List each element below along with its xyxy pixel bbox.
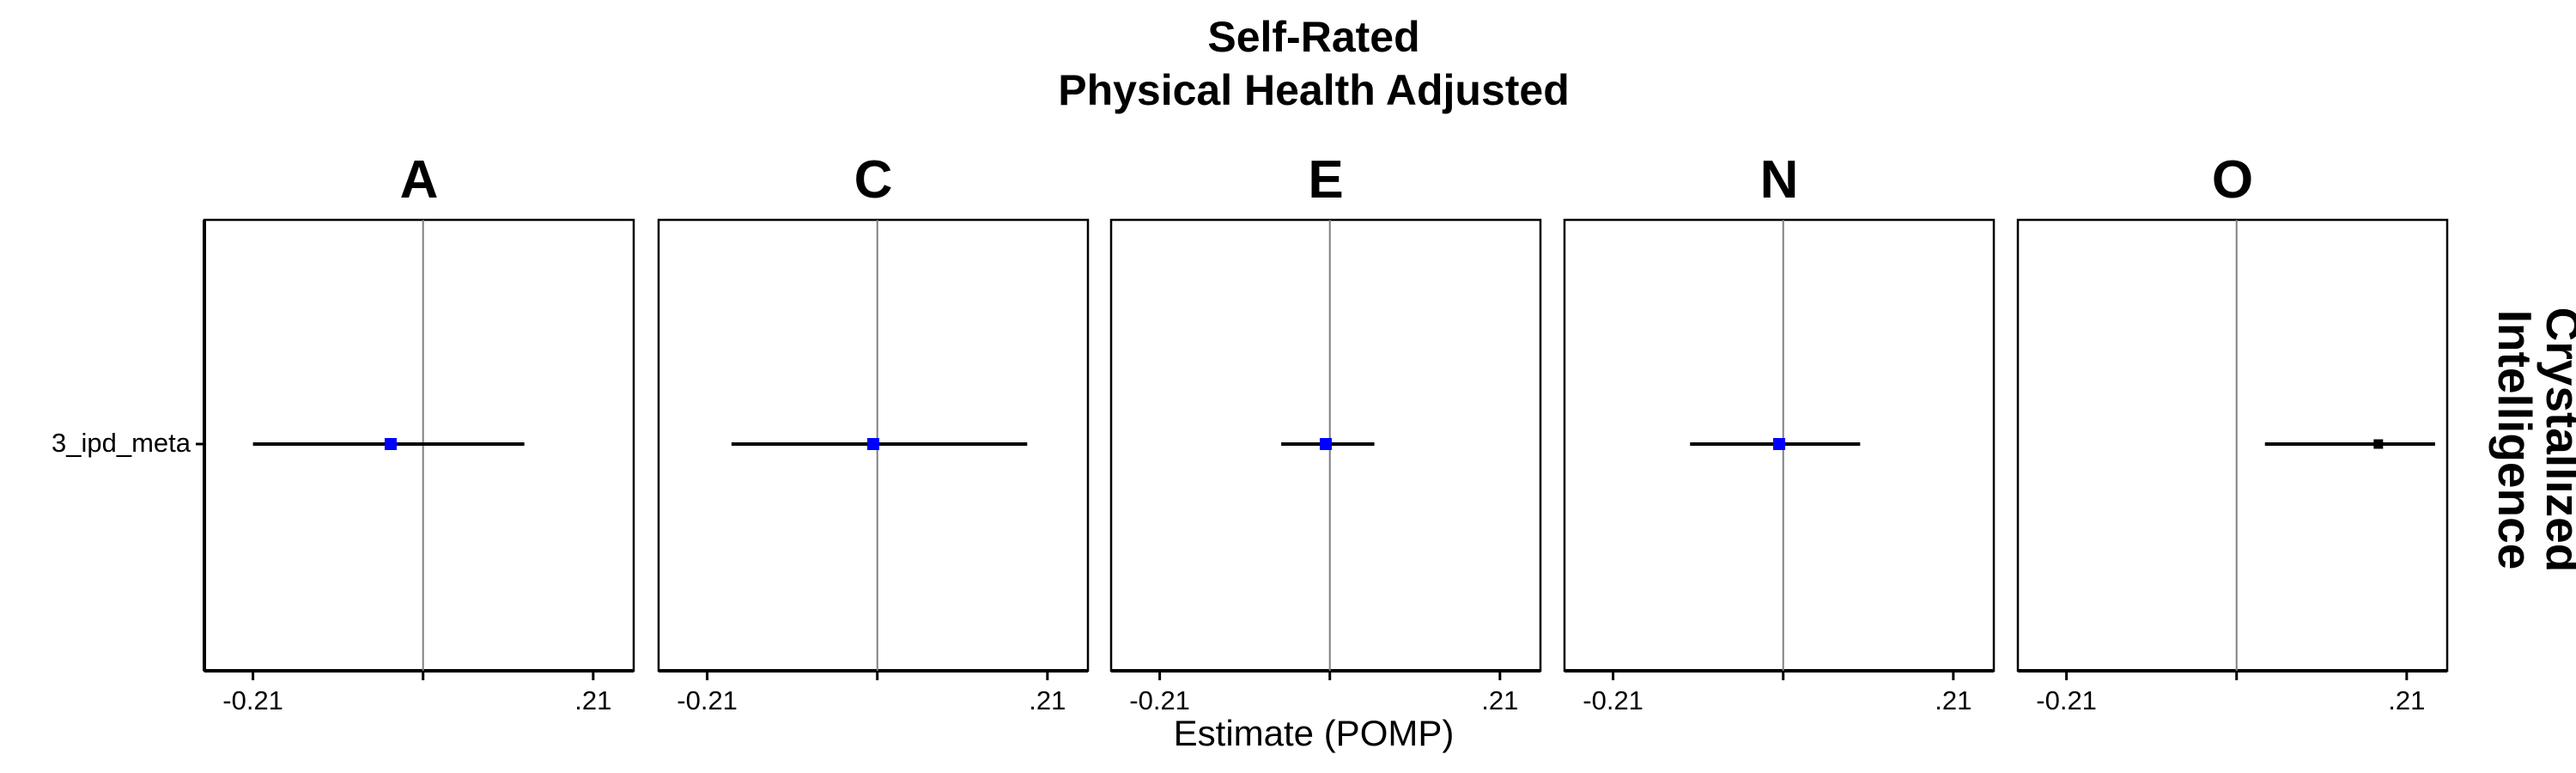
facet-label: O xyxy=(2212,150,2253,210)
x-tick-label: -0.21 xyxy=(222,685,283,715)
row-strip-label-line-2: Intelligence xyxy=(2488,310,2542,570)
x-tick-label: .21 xyxy=(574,685,611,715)
chart-title-line-2: Physical Health Adjusted xyxy=(1058,66,1570,114)
x-tick-label: .21 xyxy=(1935,685,1971,715)
row-strip-label-line-1: Crystallized xyxy=(2537,307,2576,573)
panel-C: C -0.21 .21 xyxy=(657,150,1090,715)
x-tick-label: -0.21 xyxy=(2036,685,2097,715)
x-tick-label: -0.21 xyxy=(1129,685,1190,715)
panel-E: E -0.21 .21 xyxy=(1109,150,1542,715)
chart-title-line-1: Self-Rated xyxy=(1207,13,1419,61)
x-tick-label: .21 xyxy=(1481,685,1518,715)
point-estimate xyxy=(867,438,879,450)
panel-O: O -0.21 .21 xyxy=(2016,150,2449,715)
x-tick-label: -0.21 xyxy=(677,685,738,715)
x-tick-label: .21 xyxy=(1029,685,1066,715)
x-tick-label: .21 xyxy=(2388,685,2425,715)
panel-N: N -0.21 .21 xyxy=(1563,150,1996,715)
facet-panels: A -0.21 .21 C -0.21 .21 E -0.21 .21 N -0.21 .21 O -0.… xyxy=(196,150,2449,715)
x-axis-title: Estimate (POMP) xyxy=(1174,713,1455,753)
point-estimate xyxy=(1773,438,1785,450)
point-estimate xyxy=(1320,438,1332,450)
facet-label: C xyxy=(854,150,893,210)
point-estimate xyxy=(384,438,397,450)
facet-label: A xyxy=(400,150,439,210)
x-tick-label: -0.21 xyxy=(1583,685,1643,715)
y-tick-label: 3_ipd_meta xyxy=(52,428,191,458)
panel-A: A -0.21 .21 xyxy=(196,150,635,715)
row-strip-label: Crystallized Intelligence xyxy=(2488,307,2576,573)
facet-label: N xyxy=(1760,150,1799,210)
point-estimate xyxy=(2373,439,2384,449)
facet-label: E xyxy=(1308,150,1343,210)
